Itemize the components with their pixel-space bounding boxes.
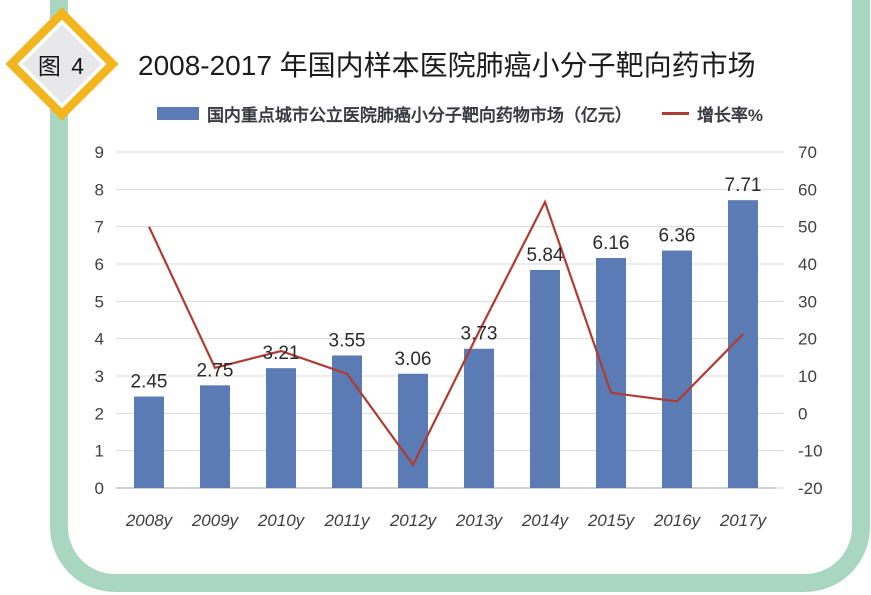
left-axis-tick-label: 0 xyxy=(95,479,104,498)
left-axis-tick-label: 8 xyxy=(95,180,104,199)
bar-2015y xyxy=(596,258,626,488)
right-axis-tick-label: 0 xyxy=(798,404,807,423)
x-axis-label-2009y: 2009y xyxy=(191,511,240,530)
legend-item-line-series: 增长率% xyxy=(661,101,764,126)
right-axis-tick-label: 70 xyxy=(798,143,817,162)
bar-value-label-2015y: 6.16 xyxy=(593,233,630,254)
bar-value-label-2017y: 7.71 xyxy=(725,175,762,196)
right-axis-tick-label: 30 xyxy=(798,292,817,311)
growth-rate-line xyxy=(148,199,744,468)
bar-value-label-2016y: 6.36 xyxy=(659,226,696,247)
right-axis-tick-label: 40 xyxy=(798,255,817,274)
left-axis-tick-label: 2 xyxy=(95,404,104,423)
bar-value-label-2014y: 5.84 xyxy=(527,245,564,266)
bar-2008y xyxy=(134,396,164,488)
x-axis-label-2011y: 2011y xyxy=(323,511,371,530)
x-axis-label-2016y: 2016y xyxy=(653,511,702,530)
right-axis-tick-label: 10 xyxy=(798,367,817,386)
bar-2012y xyxy=(398,373,428,488)
bar-2014y xyxy=(530,269,560,488)
x-axis-label-2015y: 2015y xyxy=(587,511,636,530)
left-axis-tick-label: 1 xyxy=(95,442,104,461)
bar-series-swatch-icon xyxy=(156,107,199,120)
x-axis-label-2008y: 2008y xyxy=(125,511,174,530)
bar-2010y xyxy=(266,368,296,488)
bar-value-label-2009y: 2.75 xyxy=(197,360,234,381)
bar-2009y xyxy=(200,385,230,488)
right-axis-tick-label: 20 xyxy=(798,330,817,349)
line-series-legend-label: 增长率% xyxy=(696,106,764,125)
left-axis-tick-label: 5 xyxy=(95,292,104,311)
right-axis-tick-label: -20 xyxy=(798,479,823,498)
left-axis-tick-label: 4 xyxy=(95,330,104,349)
figure-number-label: 图 4 xyxy=(37,53,87,79)
bar-value-label-2013y: 3.73 xyxy=(461,324,498,345)
left-axis-tick-label: 6 xyxy=(95,255,104,274)
bar-value-label-2011y: 3.55 xyxy=(329,330,366,351)
bar-2013y xyxy=(464,348,494,488)
figure-number-badge: 图 4 xyxy=(4,6,120,122)
bar-2011y xyxy=(332,355,362,488)
x-axis-label-2013y: 2013y xyxy=(455,511,504,530)
left-axis-tick-label: 9 xyxy=(95,143,104,162)
bar-value-label-2008y: 2.45 xyxy=(131,372,168,393)
card-border-frame xyxy=(50,0,870,592)
chart-legend: 国内重点城市公立医院肺癌小分子靶向药物市场（亿元） 增长率% xyxy=(80,101,840,126)
x-axis-label-2012y: 2012y xyxy=(389,511,438,530)
right-axis-tick-label: 50 xyxy=(798,218,817,237)
left-axis-tick-label: 3 xyxy=(95,367,104,386)
bar-2016y xyxy=(662,250,692,488)
legend-item-bar-series: 国内重点城市公立医院肺癌小分子靶向药物市场（亿元） xyxy=(156,101,632,126)
x-axis-label-2017y: 2017y xyxy=(719,511,768,530)
bar-value-label-2010y: 3.21 xyxy=(263,343,300,364)
bar-value-label-2012y: 3.06 xyxy=(395,349,432,370)
right-axis-tick-label: 60 xyxy=(798,180,817,199)
right-axis-tick-label: -10 xyxy=(798,442,823,461)
bar-series-legend-label: 国内重点城市公立医院肺癌小分子靶向药物市场（亿元） xyxy=(206,106,632,125)
x-axis-label-2010y: 2010y xyxy=(257,511,306,530)
left-axis-tick-label: 7 xyxy=(95,218,104,237)
line-series-swatch-icon xyxy=(661,112,689,115)
chart-title: 2008-2017 年国内样本医院肺癌小分子靶向药市场 xyxy=(138,50,756,81)
x-axis-label-2014y: 2014y xyxy=(521,511,570,530)
